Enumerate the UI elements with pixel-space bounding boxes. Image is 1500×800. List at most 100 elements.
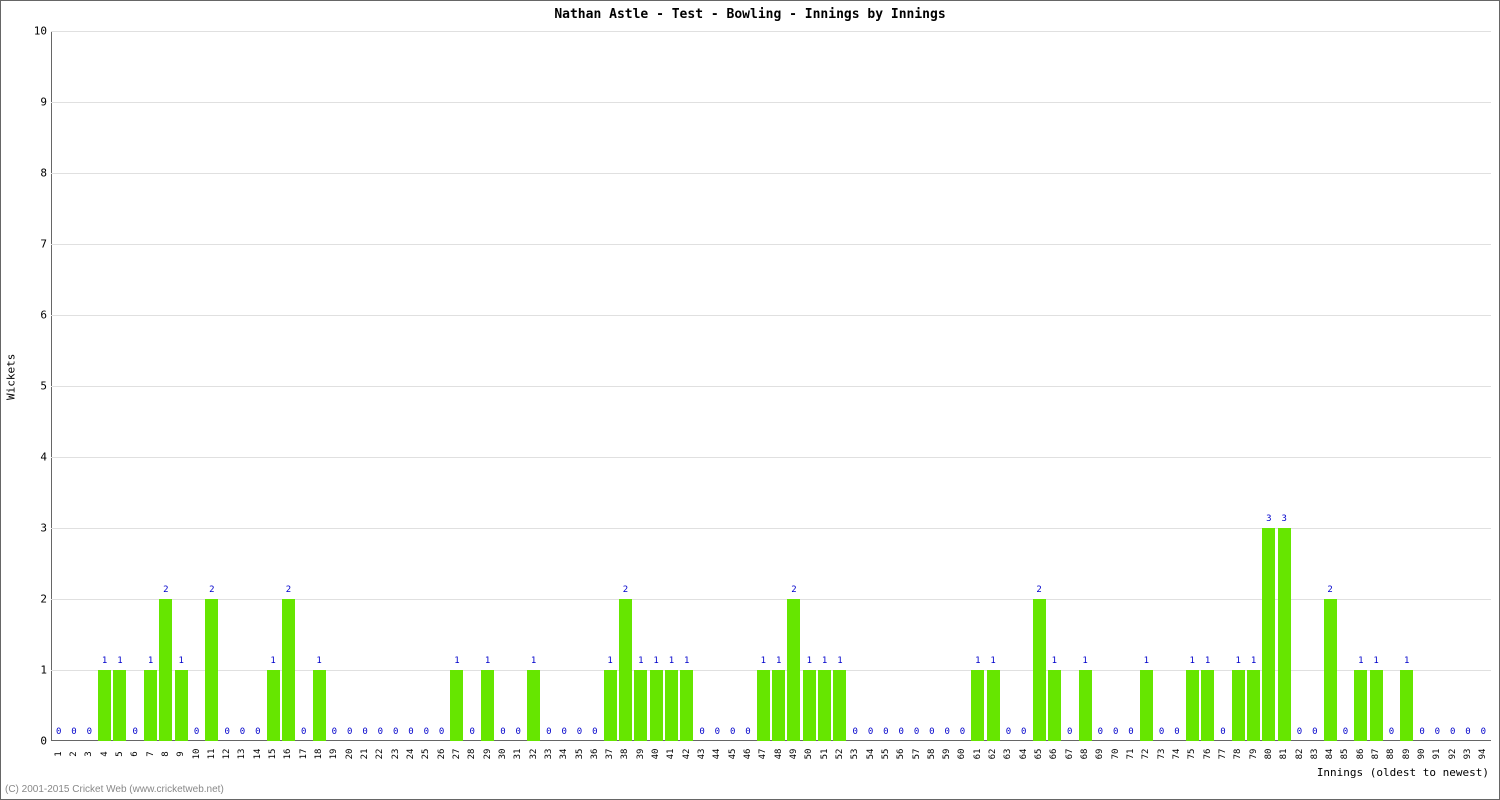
- bar-value-label: 1: [1236, 656, 1241, 666]
- y-axis-label: Wickets: [5, 354, 18, 400]
- bar-value-label: 0: [699, 727, 704, 737]
- bar-value-label: 0: [408, 727, 413, 737]
- plot-area: 0123456789100102031415061728190102110120…: [51, 31, 1491, 741]
- x-tick-label: 30: [498, 749, 508, 760]
- bar-value-label: 1: [316, 656, 321, 666]
- bar: [1324, 599, 1337, 741]
- bar: [1247, 670, 1260, 741]
- bar-value-label: 0: [347, 727, 352, 737]
- x-tick-label: 45: [728, 749, 738, 760]
- bar-value-label: 1: [102, 656, 107, 666]
- x-tick-label: 31: [513, 749, 523, 760]
- bar-value-label: 0: [1006, 727, 1011, 737]
- bar-value-label: 0: [1343, 727, 1348, 737]
- x-tick-label: 47: [758, 749, 768, 760]
- bar-value-label: 1: [807, 656, 812, 666]
- bar-value-label: 1: [270, 656, 275, 666]
- x-tick-label: 14: [253, 749, 263, 760]
- x-tick-label: 3: [84, 751, 94, 756]
- x-axis-label: Innings (oldest to newest): [1317, 766, 1489, 779]
- bar-value-label: 0: [898, 727, 903, 737]
- chart-title: Nathan Astle - Test - Bowling - Innings …: [1, 7, 1499, 22]
- x-tick-label: 28: [467, 749, 477, 760]
- bar-value-label: 1: [990, 656, 995, 666]
- x-tick-label: 42: [682, 749, 692, 760]
- bar: [144, 670, 157, 741]
- x-tick-label: 72: [1141, 749, 1151, 760]
- bar-value-label: 1: [653, 656, 658, 666]
- bar-value-label: 0: [1113, 727, 1118, 737]
- x-tick-label: 26: [437, 749, 447, 760]
- x-tick-label: 83: [1310, 749, 1320, 760]
- x-tick-label: 11: [207, 749, 217, 760]
- x-tick-label: 39: [636, 749, 646, 760]
- bar-value-label: 0: [470, 727, 475, 737]
- bar-value-label: 1: [1404, 656, 1409, 666]
- bar: [1370, 670, 1383, 741]
- x-tick-label: 65: [1034, 749, 1044, 760]
- bar: [971, 670, 984, 741]
- bar-value-label: 0: [516, 727, 521, 737]
- bar-value-label: 0: [960, 727, 965, 737]
- x-tick-label: 38: [620, 749, 630, 760]
- x-tick-label: 81: [1279, 749, 1289, 760]
- x-tick-label: 63: [1003, 749, 1013, 760]
- x-tick-label: 68: [1080, 749, 1090, 760]
- x-tick-label: 24: [406, 749, 416, 760]
- bar: [987, 670, 1000, 741]
- bar-value-label: 2: [286, 585, 291, 595]
- bar-value-label: 1: [117, 656, 122, 666]
- bar-value-label: 1: [776, 656, 781, 666]
- x-tick-label: 50: [804, 749, 814, 760]
- x-tick-label: 60: [957, 749, 967, 760]
- x-tick-label: 17: [299, 749, 309, 760]
- bar-value-label: 0: [592, 727, 597, 737]
- bar-value-label: 0: [883, 727, 888, 737]
- bar: [1201, 670, 1214, 741]
- x-tick-label: 61: [973, 749, 983, 760]
- x-tick-label: 49: [789, 749, 799, 760]
- bar-value-label: 0: [224, 727, 229, 737]
- bar-value-label: 1: [975, 656, 980, 666]
- chart-container: Nathan Astle - Test - Bowling - Innings …: [0, 0, 1500, 800]
- x-tick-label: 23: [391, 749, 401, 760]
- y-tick-label: 7: [29, 238, 47, 251]
- bar-value-label: 1: [1082, 656, 1087, 666]
- x-tick-label: 93: [1463, 749, 1473, 760]
- x-tick-label: 46: [743, 749, 753, 760]
- x-tick-label: 40: [651, 749, 661, 760]
- bar: [619, 599, 632, 741]
- bar-value-label: 3: [1281, 514, 1286, 524]
- bar-value-label: 1: [638, 656, 643, 666]
- bar: [481, 670, 494, 741]
- x-tick-label: 19: [329, 749, 339, 760]
- bar-value-label: 0: [745, 727, 750, 737]
- y-tick-label: 6: [29, 309, 47, 322]
- bar-value-label: 0: [1220, 727, 1225, 737]
- gridline: [51, 386, 1491, 387]
- y-tick-label: 5: [29, 380, 47, 393]
- bar-value-label: 1: [1205, 656, 1210, 666]
- bar-value-label: 0: [71, 727, 76, 737]
- x-tick-label: 88: [1386, 749, 1396, 760]
- x-tick-label: 64: [1019, 749, 1029, 760]
- x-tick-label: 78: [1233, 749, 1243, 760]
- bar-value-label: 1: [684, 656, 689, 666]
- x-tick-label: 8: [161, 751, 171, 756]
- bar-value-label: 0: [715, 727, 720, 737]
- bar-value-label: 0: [194, 727, 199, 737]
- bar-value-label: 0: [133, 727, 138, 737]
- x-tick-label: 66: [1049, 749, 1059, 760]
- bar-value-label: 0: [1067, 727, 1072, 737]
- x-tick-label: 35: [575, 749, 585, 760]
- x-tick-label: 29: [483, 749, 493, 760]
- x-tick-label: 94: [1478, 749, 1488, 760]
- bar: [1186, 670, 1199, 741]
- x-tick-label: 27: [452, 749, 462, 760]
- y-tick-label: 2: [29, 593, 47, 606]
- bar-value-label: 2: [1327, 585, 1332, 595]
- x-tick-label: 85: [1340, 749, 1350, 760]
- bar: [634, 670, 647, 741]
- bar-value-label: 0: [1481, 727, 1486, 737]
- x-tick-label: 82: [1295, 749, 1305, 760]
